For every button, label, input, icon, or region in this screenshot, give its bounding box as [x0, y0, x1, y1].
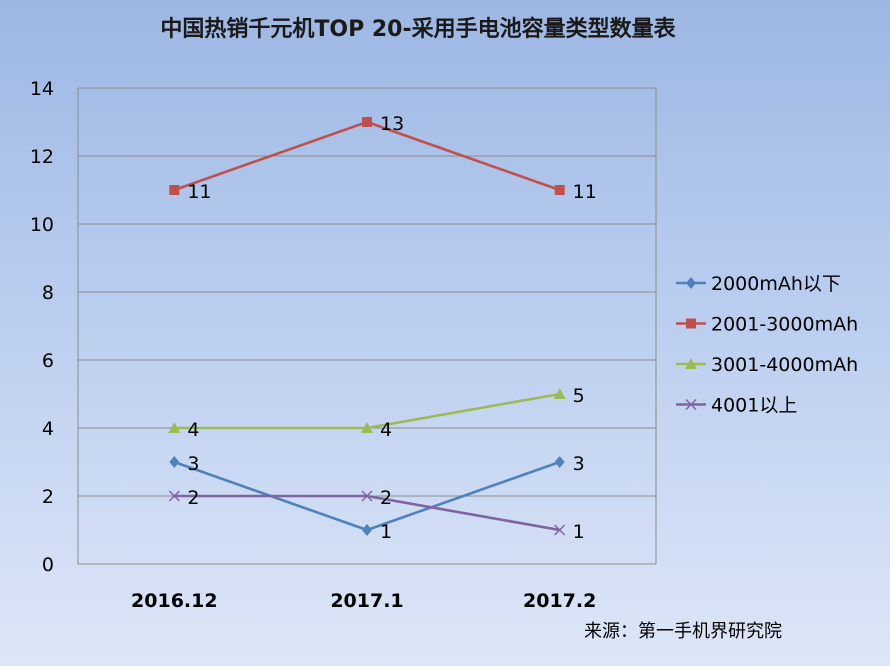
- data-label: 1: [573, 521, 585, 543]
- series-4: [168, 490, 566, 536]
- legend-label: 2001-3000mAh: [711, 314, 858, 336]
- data-label: 1: [380, 521, 392, 543]
- chart-title: 中国热销千元机TOP 20-采用手电池容量类型数量表: [160, 16, 676, 42]
- data-point: [686, 277, 696, 289]
- y-tick-label: 0: [42, 554, 54, 576]
- data-label: 3: [573, 453, 585, 475]
- series-3: [168, 388, 566, 433]
- legend-entry: 4001以上: [676, 395, 797, 417]
- data-point: [685, 398, 697, 411]
- legend-entry: 2000mAh以下: [676, 273, 841, 295]
- legend-entry: 3001-4000mAh: [676, 354, 858, 376]
- y-tick-label: 12: [30, 146, 54, 168]
- data-label: 2: [380, 487, 392, 509]
- data-label: 4: [187, 419, 199, 441]
- y-tick-label: 8: [42, 282, 54, 304]
- legend-label: 2000mAh以下: [711, 273, 841, 295]
- data-point: [554, 524, 566, 536]
- data-point: [686, 318, 696, 329]
- data-label: 2: [187, 487, 199, 509]
- data-label: 5: [573, 385, 585, 407]
- data-point: [554, 456, 565, 468]
- legend-label: 3001-4000mAh: [711, 354, 858, 376]
- data-point: [169, 456, 180, 468]
- x-tick-label: 2017.1: [330, 590, 403, 612]
- y-tick-label: 10: [30, 214, 54, 236]
- data-point: [169, 185, 180, 195]
- y-tick-label: 4: [42, 418, 54, 440]
- data-point: [361, 490, 373, 502]
- data-point: [362, 524, 372, 536]
- x-tick-label: 2016.12: [131, 590, 218, 612]
- data-point: [554, 185, 565, 195]
- data-label: 11: [187, 181, 211, 203]
- y-tick-label: 6: [42, 350, 54, 372]
- series-1: [169, 456, 565, 536]
- y-tick-label: 14: [30, 78, 54, 100]
- data-point: [362, 117, 372, 127]
- y-tick-label: 2: [42, 486, 54, 508]
- data-label: 11: [573, 181, 597, 203]
- legend-label: 4001以上: [711, 395, 797, 417]
- x-tick-label: 2017.2: [523, 590, 596, 612]
- data-point: [361, 422, 373, 433]
- data-label: 13: [380, 113, 404, 135]
- data-label: 4: [380, 419, 392, 441]
- legend-entry: 2001-3000mAh: [676, 314, 858, 336]
- data-point: [553, 388, 566, 399]
- data-point: [685, 358, 697, 369]
- series-2: [169, 117, 565, 195]
- source-note: 来源：第一手机界研究院: [584, 621, 782, 642]
- data-point: [168, 422, 181, 433]
- data-label: 3: [187, 453, 199, 475]
- data-point: [168, 490, 180, 502]
